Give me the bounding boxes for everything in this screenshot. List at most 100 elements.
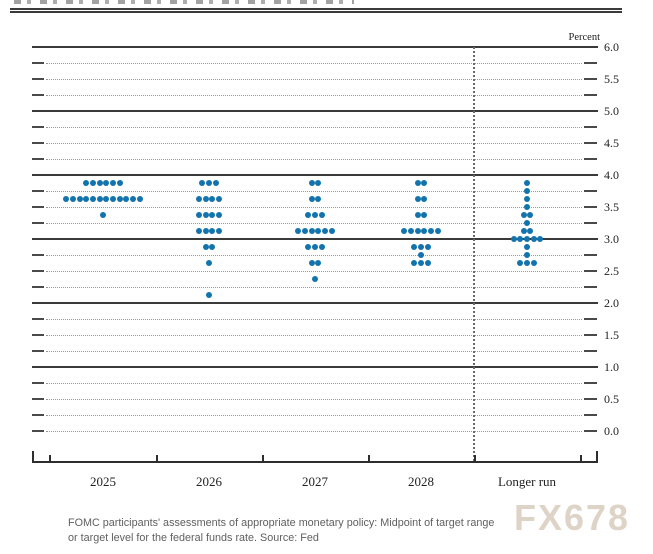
projection-dot: [312, 212, 318, 218]
y-axis-label: 6.0: [604, 40, 619, 54]
projection-dot: [123, 196, 130, 202]
y-tick-left: [32, 318, 44, 320]
y-tick-left: [32, 206, 44, 208]
projection-dot: [83, 196, 90, 202]
projection-dot: [202, 244, 209, 250]
y-axis-label: 1.0: [604, 360, 619, 374]
y-tick-left: [32, 94, 44, 96]
y-axis-label: 3.0: [604, 232, 619, 246]
projection-dot: [524, 244, 530, 250]
y-tick-left: [32, 430, 44, 432]
projection-dot: [524, 180, 530, 186]
y-axis-label: 0.0: [604, 424, 619, 438]
projection-dot: [308, 260, 315, 266]
gridline-dotted: [46, 223, 582, 224]
projection-dot: [295, 228, 302, 234]
y-tick-right: [584, 62, 597, 64]
projection-dot: [421, 196, 428, 202]
gridline-dotted: [46, 431, 582, 432]
x-axis-tick: [156, 455, 158, 462]
projection-dot: [308, 228, 315, 234]
gridline-dotted: [46, 143, 582, 144]
projection-dot: [215, 196, 222, 202]
gridline-dotted: [46, 271, 582, 272]
projection-dot: [510, 236, 517, 242]
x-axis-category-label: 2028: [408, 474, 434, 489]
gridline-solid: [32, 302, 598, 304]
y-axis-label: 4.5: [604, 136, 619, 150]
y-tick-right: [584, 158, 597, 160]
gridline-dotted: [46, 319, 582, 320]
gridline-dotted: [46, 191, 582, 192]
y-tick-left: [32, 126, 44, 128]
projection-dot: [408, 228, 415, 234]
y-tick-left: [32, 270, 44, 272]
projection-dot: [524, 252, 530, 258]
projection-dot: [63, 196, 70, 202]
projection-dot: [520, 228, 527, 234]
projection-dot: [517, 236, 524, 242]
projection-dot: [328, 228, 335, 234]
y-tick-left: [32, 190, 44, 192]
x-axis-end-bracket: [32, 451, 34, 462]
x-axis-tick: [368, 455, 370, 462]
projection-dot: [83, 180, 90, 186]
x-axis-category-label: 2026: [196, 474, 222, 489]
projection-dot: [530, 236, 537, 242]
y-tick-left: [32, 286, 44, 288]
projection-dot: [202, 212, 209, 218]
projection-dot: [96, 196, 103, 202]
x-axis-end-bracket: [596, 451, 598, 462]
projection-dot: [109, 196, 116, 202]
projection-dot: [315, 180, 322, 186]
projection-dot: [315, 260, 322, 266]
projection-dot: [209, 244, 216, 250]
gridline-dotted: [46, 351, 582, 352]
y-tick-left: [32, 62, 44, 64]
gridline-dotted: [46, 127, 582, 128]
gridline-dotted: [46, 63, 582, 64]
x-axis-tick: [580, 455, 582, 462]
y-tick-right: [584, 190, 597, 192]
projection-dot: [411, 244, 418, 250]
gridline-dotted: [46, 415, 582, 416]
projection-dot: [215, 228, 222, 234]
y-tick-right: [584, 286, 597, 288]
gridline-dotted: [46, 207, 582, 208]
y-tick-right: [584, 318, 597, 320]
y-tick-right: [584, 270, 597, 272]
projection-dot: [308, 180, 315, 186]
y-tick-left: [32, 78, 44, 80]
caption-line-2: or target level for the federal funds ra…: [68, 532, 319, 544]
projection-dot: [308, 196, 315, 202]
x-axis-tick: [474, 455, 476, 462]
projection-dot: [116, 196, 123, 202]
projection-dot: [215, 212, 222, 218]
y-tick-right: [584, 414, 597, 416]
projection-dot: [206, 292, 212, 298]
projection-dot: [537, 236, 544, 242]
projection-dot: [421, 212, 428, 218]
longer-run-separator: [473, 47, 475, 461]
watermark-text: FX678: [514, 497, 631, 538]
y-tick-right: [584, 78, 597, 80]
projection-dot: [524, 260, 530, 266]
y-tick-right: [584, 142, 597, 144]
projection-dot: [202, 196, 209, 202]
projection-dot: [129, 196, 136, 202]
projection-dot: [524, 236, 530, 242]
projection-dot: [321, 228, 328, 234]
y-tick-left: [32, 398, 44, 400]
projection-dot: [418, 252, 424, 258]
x-axis-tick: [49, 455, 51, 462]
projection-dot: [315, 196, 322, 202]
projection-dot: [212, 180, 219, 186]
projection-dot: [414, 212, 421, 218]
projection-dot: [202, 228, 209, 234]
projection-dot: [90, 196, 97, 202]
projection-dot: [109, 180, 116, 186]
projection-dot: [524, 220, 530, 226]
x-axis-category-label: 2027: [302, 474, 328, 489]
projection-dot: [414, 180, 421, 186]
projection-dot: [424, 260, 431, 266]
